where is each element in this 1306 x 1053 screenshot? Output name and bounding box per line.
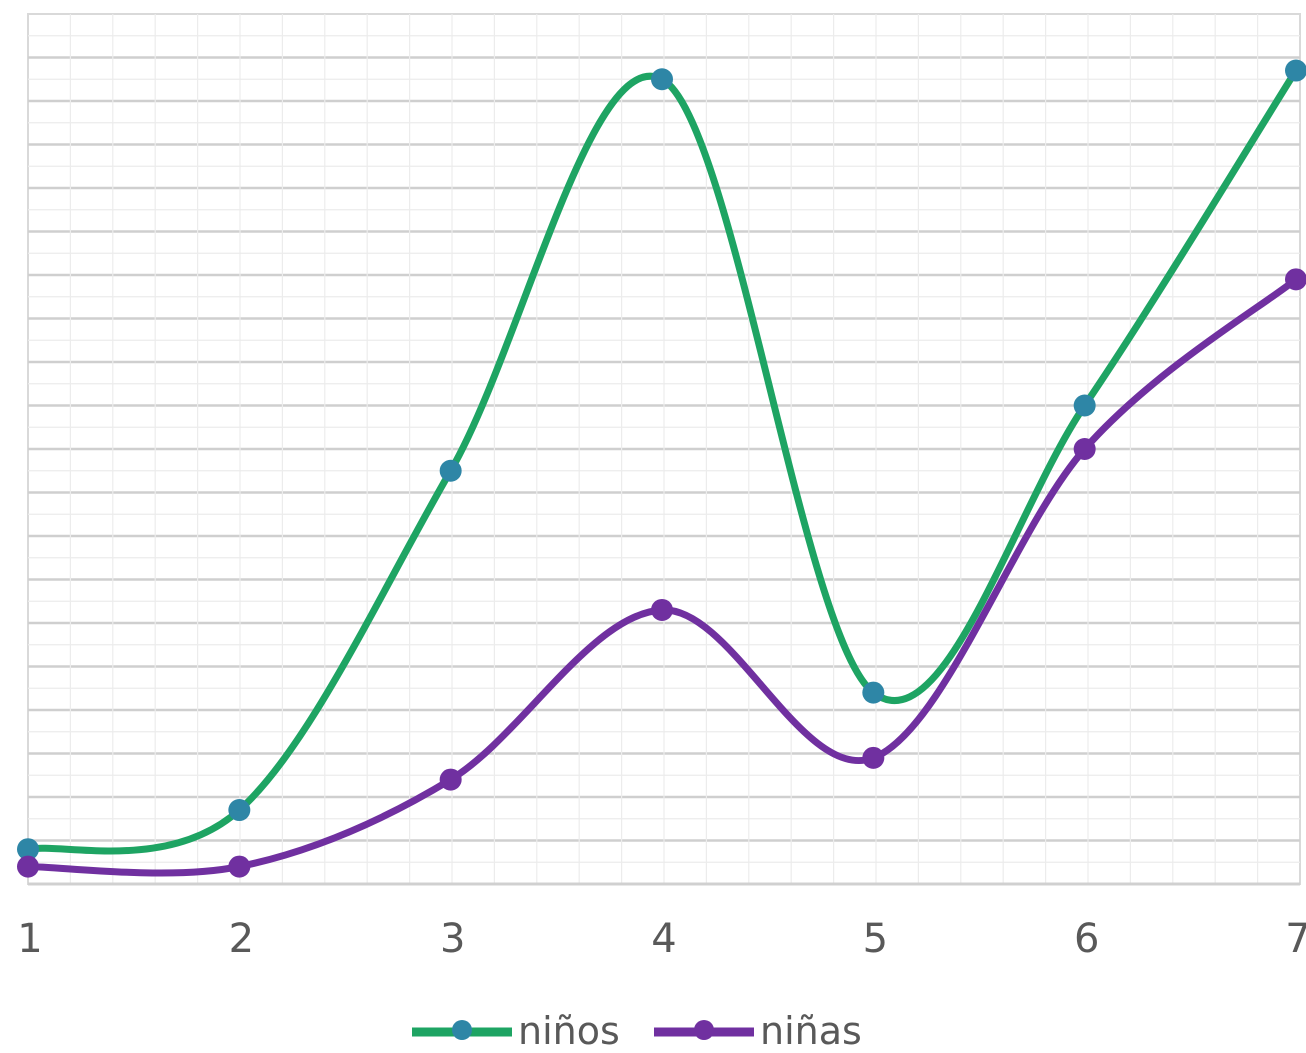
- x-tick-label: 7: [1285, 916, 1306, 962]
- data-point-ninas: [1285, 268, 1306, 291]
- x-tick-label: 1: [17, 916, 42, 962]
- legend: niños niñas: [412, 1009, 862, 1053]
- data-point-ninos: [439, 459, 462, 482]
- x-tick-label: 6: [1074, 916, 1099, 962]
- data-point-ninos: [17, 838, 39, 861]
- series-line-ninos: [24, 67, 1300, 855]
- data-point-ninos: [651, 68, 673, 91]
- data-point-ninas: [651, 598, 673, 621]
- x-tick-label: 5: [863, 916, 888, 962]
- data-point-ninos: [862, 681, 885, 704]
- legend-label-ninas: niñas: [760, 1009, 862, 1053]
- x-tick-label: 2: [229, 916, 254, 962]
- x-axis-tick-labels: 1 2 3 4 5 6 7: [17, 916, 1306, 962]
- gridlines: [28, 14, 1300, 884]
- x-tick-label: 4: [651, 916, 676, 962]
- data-point-ninos: [228, 799, 251, 822]
- legend-marker-ninos: [452, 1020, 472, 1040]
- x-tick-label: 3: [440, 916, 465, 962]
- data-point-ninas: [1073, 438, 1096, 460]
- data-point-ninas: [862, 746, 885, 769]
- data-point-ninos: [1073, 394, 1096, 417]
- data-point-ninas: [439, 768, 462, 791]
- legend-marker-ninas: [694, 1020, 714, 1040]
- data-point-ninos: [1285, 59, 1306, 82]
- legend-label-ninos: niños: [518, 1009, 620, 1053]
- data-point-ninas: [17, 855, 39, 878]
- series-layer: [17, 59, 1306, 878]
- data-point-ninas: [228, 855, 251, 878]
